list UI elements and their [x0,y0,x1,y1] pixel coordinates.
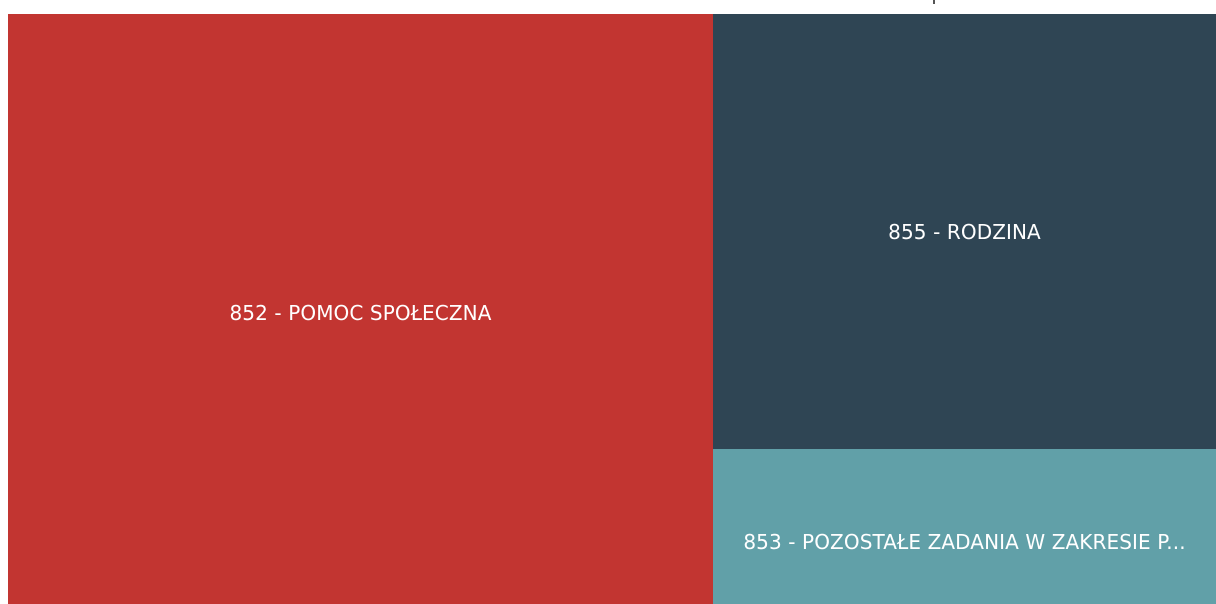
top-marker [933,0,935,4]
tile-label-853: 853 - POZOSTAŁE ZADANIA W ZAKRESIE P... [743,530,1186,554]
top-strip [0,0,1216,14]
tile-label-852: 852 - POMOC SPOŁECZNA [229,301,492,325]
treemap-chart: 852 - POMOC SPOŁECZNA 855 - RODZINA 853 … [8,14,1216,604]
treemap-tile-852[interactable]: 852 - POMOC SPOŁECZNA [8,14,713,604]
tile-label-855: 855 - RODZINA [888,220,1041,244]
treemap-tile-855[interactable]: 855 - RODZINA [713,14,1216,449]
treemap-tile-853[interactable]: 853 - POZOSTAŁE ZADANIA W ZAKRESIE P... [713,449,1216,604]
